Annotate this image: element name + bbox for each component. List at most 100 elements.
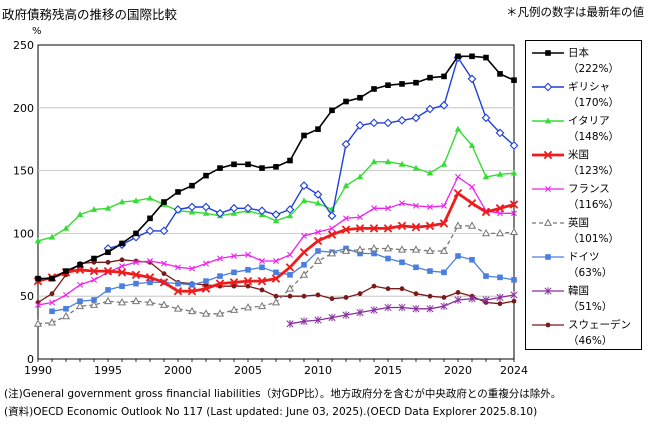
data-point <box>145 298 155 306</box>
legend-label: フランス <box>568 183 610 195</box>
data-point <box>384 158 392 165</box>
legend-item: ドイツ （63%） <box>526 247 641 281</box>
data-point <box>271 298 281 306</box>
data-point <box>355 121 365 130</box>
data-point <box>483 54 489 61</box>
legend-label: スウェーデン <box>568 319 631 331</box>
legend-latest-value: （123%） <box>568 165 620 177</box>
data-point <box>187 202 197 212</box>
data-point <box>286 212 294 219</box>
data-point <box>91 276 97 283</box>
data-point <box>117 298 127 306</box>
data-point <box>161 271 167 276</box>
data-point <box>369 244 379 252</box>
data-point <box>511 277 517 283</box>
data-point <box>385 82 391 88</box>
data-point <box>314 316 322 324</box>
legend-latest-value: （170%） <box>568 97 620 109</box>
data-point <box>497 274 503 281</box>
data-point <box>49 275 55 282</box>
legend-swatch <box>532 218 564 226</box>
legend-marker <box>545 186 551 192</box>
data-point <box>343 215 349 222</box>
data-point <box>343 295 349 300</box>
data-point <box>49 291 55 297</box>
legend-swatch <box>532 287 564 295</box>
data-point <box>481 228 491 237</box>
data-point <box>469 53 475 60</box>
data-point <box>385 205 391 212</box>
data-point <box>495 228 505 237</box>
data-point <box>47 318 57 326</box>
legend-swatch <box>532 186 564 192</box>
data-point <box>285 284 295 292</box>
data-point <box>511 210 517 217</box>
data-point <box>215 279 225 288</box>
data-point <box>509 227 519 236</box>
data-point <box>341 246 351 254</box>
data-point <box>481 113 491 123</box>
data-point <box>187 286 197 296</box>
data-point <box>230 209 238 216</box>
data-point <box>427 268 433 274</box>
data-point <box>147 215 153 222</box>
legend-item: ギリシャ （170%） <box>526 77 641 111</box>
data-point <box>342 311 350 319</box>
data-point <box>497 71 503 77</box>
data-point <box>426 304 434 313</box>
data-point <box>327 230 337 239</box>
data-point <box>315 292 321 298</box>
data-point <box>469 256 475 263</box>
data-point <box>189 282 195 288</box>
data-point <box>49 299 55 306</box>
data-point <box>300 317 308 326</box>
data-point <box>369 118 379 128</box>
data-point <box>511 298 517 304</box>
data-point <box>146 194 154 201</box>
data-point <box>315 126 321 132</box>
data-point <box>229 203 239 213</box>
data-point <box>482 296 490 304</box>
data-point <box>259 258 265 265</box>
data-point <box>229 305 239 313</box>
data-point <box>217 255 223 262</box>
data-point <box>287 157 293 164</box>
data-point <box>187 306 197 315</box>
data-point <box>356 173 364 180</box>
data-point <box>441 269 447 276</box>
data-point <box>313 256 323 264</box>
data-point <box>497 210 503 217</box>
data-point <box>217 165 223 171</box>
y-tick-label: 150 <box>13 165 34 178</box>
data-point <box>175 280 181 287</box>
data-point <box>287 272 293 278</box>
data-point <box>273 293 279 299</box>
data-point <box>397 115 407 125</box>
data-point <box>201 309 211 317</box>
data-point <box>440 160 448 167</box>
data-point <box>453 188 463 198</box>
data-point <box>427 293 433 299</box>
data-point <box>383 224 393 233</box>
data-point <box>105 259 111 265</box>
data-point <box>509 141 519 150</box>
data-point <box>412 304 420 313</box>
data-point <box>495 128 505 138</box>
legend-latest-value: （51%） <box>568 301 613 313</box>
data-point <box>441 295 447 300</box>
legend-swatch <box>532 82 564 92</box>
data-point <box>371 205 377 212</box>
footnote-note: (注)General government gross financial li… <box>4 388 562 400</box>
legend-marker <box>543 150 553 160</box>
legend-item: 日本 （222%） <box>526 43 641 77</box>
data-point <box>77 298 83 305</box>
data-point <box>510 169 518 176</box>
data-point <box>510 291 518 299</box>
data-point <box>356 308 364 317</box>
legend-marker <box>544 287 552 295</box>
data-point <box>426 169 434 176</box>
data-point <box>439 246 449 254</box>
data-point <box>188 208 196 215</box>
data-point <box>118 198 126 205</box>
